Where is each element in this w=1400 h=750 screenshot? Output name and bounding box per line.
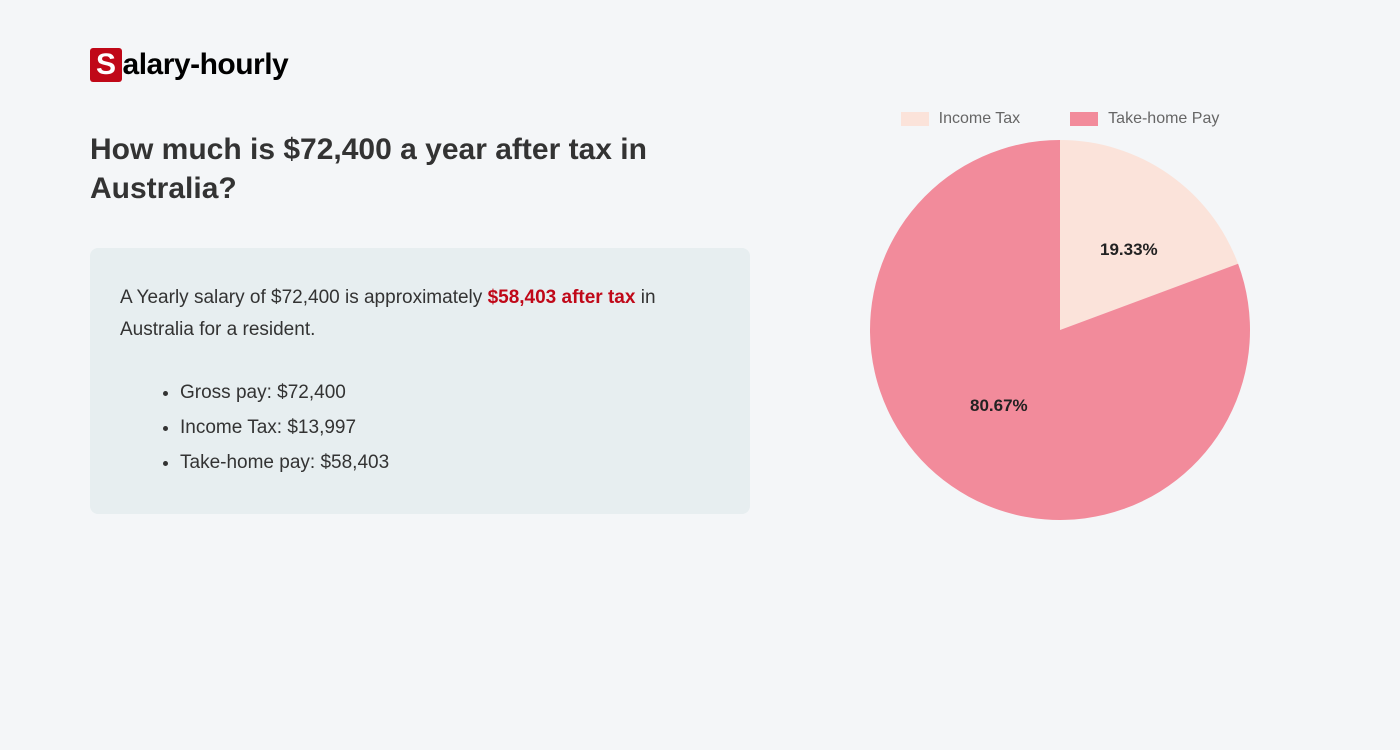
logo-s-mark: S — [90, 48, 122, 82]
legend-swatch — [901, 112, 929, 126]
breakdown-list: Gross pay: $72,400 Income Tax: $13,997 T… — [120, 375, 720, 480]
chart-area: Income Tax Take-home Pay 19.33% 80.67% — [850, 110, 1270, 520]
pie-svg — [870, 140, 1250, 520]
slice-label-income-tax: 19.33% — [1100, 240, 1158, 260]
pie-chart: 19.33% 80.67% — [870, 140, 1250, 520]
summary-text: A Yearly salary of $72,400 is approximat… — [120, 282, 720, 347]
slice-label-take-home: 80.67% — [970, 396, 1028, 416]
logo-text: alary-hourly — [123, 48, 289, 81]
page-title: How much is $72,400 a year after tax in … — [90, 130, 750, 208]
legend-label: Take-home Pay — [1108, 110, 1219, 128]
legend-label: Income Tax — [939, 110, 1021, 128]
legend-item-income-tax: Income Tax — [901, 110, 1021, 128]
info-box: A Yearly salary of $72,400 is approximat… — [90, 248, 750, 514]
legend-item-take-home: Take-home Pay — [1070, 110, 1219, 128]
list-item: Gross pay: $72,400 — [180, 375, 720, 410]
list-item: Take-home pay: $58,403 — [180, 445, 720, 480]
site-logo: Salary-hourly — [90, 48, 288, 82]
list-item: Income Tax: $13,997 — [180, 410, 720, 445]
content-left: How much is $72,400 a year after tax in … — [90, 130, 750, 514]
legend-swatch — [1070, 112, 1098, 126]
summary-prefix: A Yearly salary of $72,400 is approximat… — [120, 287, 488, 308]
summary-highlight: $58,403 after tax — [488, 287, 636, 308]
chart-legend: Income Tax Take-home Pay — [850, 110, 1270, 128]
